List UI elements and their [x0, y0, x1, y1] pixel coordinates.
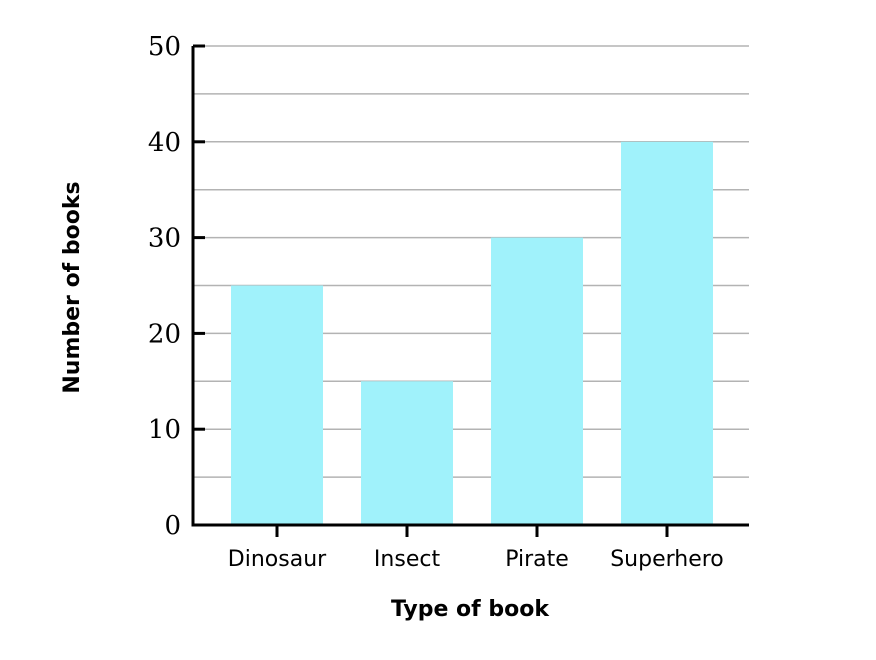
y-tick-labels: 0 10 20 30 40 50 — [148, 32, 205, 541]
y-tick-label: 50 — [148, 32, 181, 62]
bar-superhero — [621, 141, 713, 526]
x-axis-title: Type of book — [391, 597, 550, 622]
y-tick-label: 30 — [148, 224, 181, 254]
x-tick-label: Dinosaur — [228, 547, 327, 572]
x-tick-label: Insect — [374, 547, 441, 572]
bar-insect — [361, 381, 453, 525]
y-tick-label: 20 — [148, 319, 181, 349]
x-tick-labels: Dinosaur Insect Pirate Superhero — [228, 525, 724, 572]
x-tick-label: Superhero — [610, 547, 724, 572]
bar-pirate — [491, 237, 583, 525]
x-tick-label: Pirate — [505, 547, 569, 572]
y-tick-label: 0 — [164, 511, 181, 541]
bar-dinosaur — [231, 285, 323, 525]
bars — [231, 141, 713, 526]
y-tick-label: 10 — [148, 415, 181, 445]
y-tick-label: 40 — [148, 128, 181, 158]
y-axis-title: Number of books — [60, 181, 85, 393]
